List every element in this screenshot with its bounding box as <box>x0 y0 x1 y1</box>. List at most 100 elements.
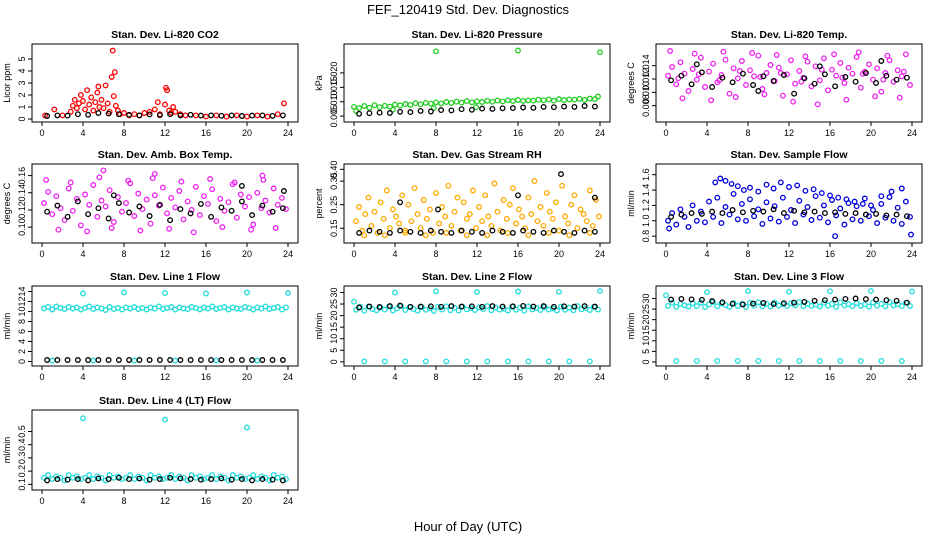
x-tick-label: 24 <box>595 249 605 259</box>
data-point <box>368 222 375 229</box>
data-point <box>714 194 721 201</box>
data-point <box>757 74 764 80</box>
data-point <box>231 179 238 186</box>
data-point <box>405 201 412 208</box>
data-point <box>43 176 50 183</box>
y-tick-label: 0.25 <box>329 196 339 214</box>
data-point <box>489 98 496 105</box>
data-point <box>184 198 191 205</box>
data-point <box>878 200 885 207</box>
data-point <box>509 98 516 105</box>
data-point <box>264 113 271 120</box>
data-point <box>445 182 452 189</box>
data-point <box>151 192 158 199</box>
data-point <box>763 199 770 206</box>
data-point <box>448 99 455 106</box>
x-tick-label: 12 <box>784 249 794 259</box>
data-point <box>468 303 475 310</box>
data-point <box>205 474 211 481</box>
data-point <box>685 303 692 310</box>
data-point <box>704 289 710 296</box>
series-2 <box>668 206 910 220</box>
data-point <box>386 225 393 232</box>
data-point <box>100 105 107 112</box>
data-point <box>907 213 913 220</box>
data-point <box>228 357 235 363</box>
data-point <box>499 303 506 310</box>
data-point <box>750 207 757 214</box>
data-point <box>77 92 84 98</box>
data-point <box>84 228 91 235</box>
data-point <box>353 218 360 225</box>
data-point <box>678 72 685 79</box>
data-point <box>55 226 62 233</box>
data-point <box>537 204 544 210</box>
data-point <box>907 82 913 88</box>
data-point <box>591 228 598 235</box>
data-point <box>458 99 465 106</box>
data-point <box>540 103 547 110</box>
x-tick-label: 16 <box>825 128 835 138</box>
data-point <box>167 217 174 224</box>
data-point <box>862 70 869 76</box>
data-point <box>763 70 770 76</box>
data-point <box>188 206 195 213</box>
data-point <box>156 112 163 119</box>
data-point <box>747 299 753 306</box>
data-point <box>811 297 818 304</box>
data-point <box>259 112 266 119</box>
data-point <box>156 476 163 483</box>
data-point <box>677 206 684 213</box>
data-point <box>190 229 197 236</box>
x-tick-label: 8 <box>433 372 438 382</box>
data-point <box>751 213 758 220</box>
data-point <box>726 303 733 310</box>
y-axis-label: ml/min <box>626 313 636 340</box>
y-tick-label: 15 <box>329 322 339 332</box>
data-point <box>693 357 700 364</box>
data-point <box>203 113 209 120</box>
series-1 <box>353 178 602 239</box>
data-point <box>561 103 568 110</box>
data-point <box>376 109 383 116</box>
data-point <box>698 296 705 303</box>
data-point <box>673 221 680 228</box>
data-point <box>371 102 378 109</box>
data-point <box>353 107 360 114</box>
data-point <box>54 112 61 119</box>
data-point <box>541 304 548 310</box>
data-point <box>463 215 470 222</box>
data-point <box>595 306 601 313</box>
data-point <box>402 358 409 365</box>
data-point <box>712 179 719 186</box>
x-tick-label: 20 <box>554 128 564 138</box>
data-point <box>755 299 762 306</box>
data-point <box>589 222 596 229</box>
data-point <box>119 208 125 215</box>
data-point <box>469 187 476 194</box>
data-point <box>96 174 103 181</box>
data-point <box>397 199 404 206</box>
x-tick-label: 12 <box>160 128 170 138</box>
data-point <box>825 87 831 94</box>
y-tick-label: 4 <box>17 339 27 344</box>
data-point <box>136 203 143 210</box>
x-tick-label: 20 <box>866 372 876 382</box>
x-tick-label: 20 <box>866 249 876 259</box>
data-point <box>728 180 735 187</box>
data-point <box>882 70 889 76</box>
data-point <box>280 188 287 194</box>
data-point <box>693 303 700 310</box>
data-point <box>770 185 777 192</box>
data-point <box>279 477 286 484</box>
x-tick-label: 0 <box>663 128 668 138</box>
data-point <box>857 217 864 224</box>
data-point <box>397 108 404 115</box>
data-point <box>770 206 777 213</box>
data-point <box>484 303 491 310</box>
data-point <box>362 211 369 218</box>
data-point <box>460 199 467 206</box>
x-tick-label: 0 <box>39 496 44 506</box>
data-point <box>105 110 112 117</box>
